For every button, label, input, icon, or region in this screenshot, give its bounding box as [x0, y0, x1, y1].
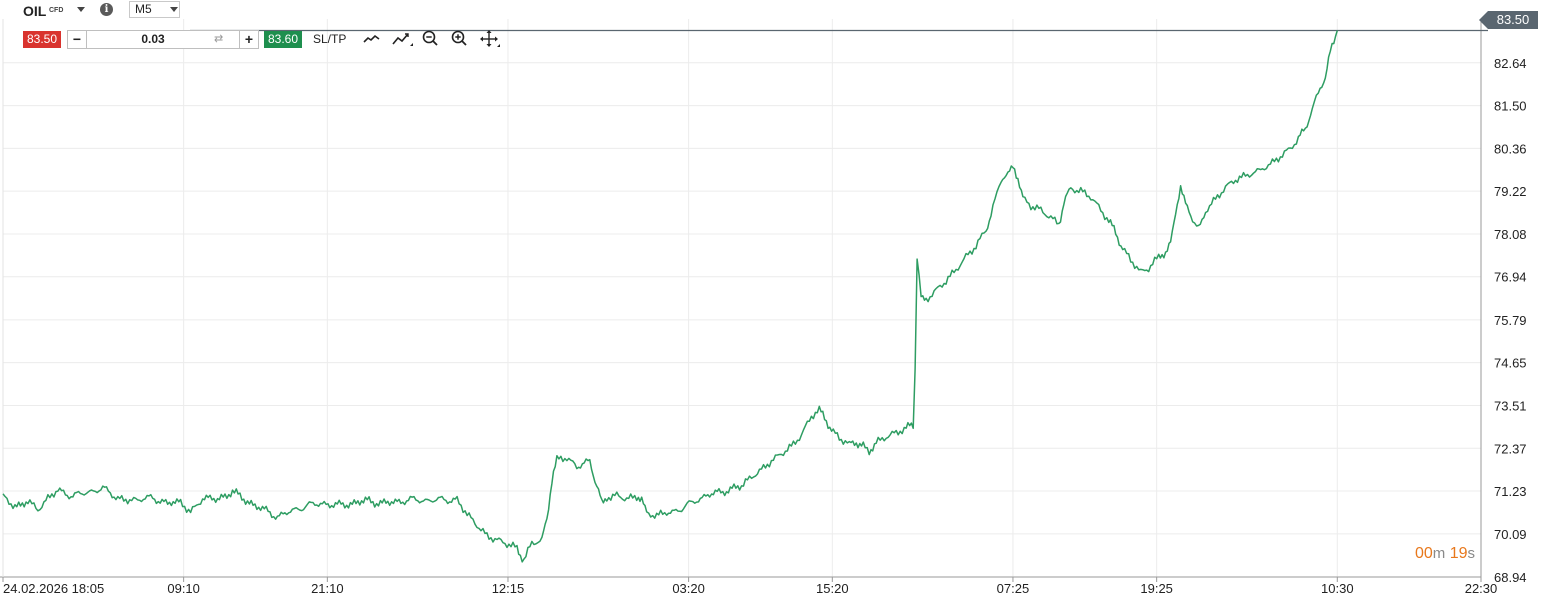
- move-icon[interactable]: [478, 29, 500, 49]
- buy-button[interactable]: 83.60: [264, 31, 302, 48]
- y-tick-label: 72.37: [1494, 441, 1527, 456]
- x-tick-label: 12:15: [492, 581, 525, 596]
- y-tick-label: 73.51: [1494, 398, 1527, 413]
- y-tick-label: 81.50: [1494, 99, 1527, 114]
- quantity-stepper[interactable]: − 0.03 ⇄ +: [67, 30, 259, 49]
- sl-tp-button[interactable]: SL/TP: [313, 32, 347, 46]
- x-tick-label: 24.02.2026 18:05: [3, 581, 104, 596]
- decrease-quantity-button[interactable]: −: [72, 31, 82, 47]
- time-axis[interactable]: 24.02.2026 18:05 09:10 21:10 12:15 03:20 15:2…: [3, 581, 1497, 596]
- y-tick-label: 78.08: [1494, 227, 1527, 242]
- symbol-dropdown-icon[interactable]: [77, 7, 85, 12]
- y-tick-label: 80.36: [1494, 141, 1527, 156]
- countdown-seconds-unit: s: [1467, 545, 1476, 562]
- y-tick-label: 79.22: [1494, 184, 1527, 199]
- chart-grid: [3, 19, 1482, 578]
- symbol-name[interactable]: OIL: [23, 3, 47, 19]
- countdown-minutes: 00: [1415, 545, 1433, 562]
- y-tick-label: 68.94: [1494, 570, 1527, 585]
- series-layer: [2, 30, 1339, 563]
- indicators-icon[interactable]: [391, 29, 413, 49]
- current-price-tag: 83.50: [1479, 11, 1538, 29]
- x-tick-label: 19:25: [1140, 581, 1173, 596]
- sell-button[interactable]: 83.50: [23, 31, 61, 48]
- zoom-in-icon[interactable]: [449, 29, 471, 49]
- y-tick-label: 74.65: [1494, 356, 1527, 371]
- price-series-line: [2, 30, 1339, 563]
- stepper-divider: [86, 31, 87, 48]
- quantity-input[interactable]: 0.03: [141, 32, 165, 46]
- chevron-down-icon: [170, 7, 178, 12]
- y-tick-label: 76.94: [1494, 270, 1527, 285]
- candle-countdown: 00m 19s: [1415, 545, 1475, 563]
- info-icon[interactable]: i: [100, 3, 113, 16]
- y-tick-label: 75.79: [1494, 313, 1527, 328]
- x-tick-label: 09:10: [167, 581, 200, 596]
- zoom-out-icon[interactable]: [420, 29, 442, 49]
- y-tick-label: 70.09: [1494, 527, 1527, 542]
- symbol-bar: OIL CFD i M5: [0, 0, 190, 20]
- x-tick-label: 03:20: [672, 581, 705, 596]
- y-tick-label: 82.64: [1494, 56, 1527, 71]
- x-tick-label: 21:10: [311, 581, 344, 596]
- increase-quantity-button[interactable]: +: [244, 31, 254, 47]
- line-chart-icon[interactable]: [361, 29, 383, 49]
- countdown-seconds: 19: [1449, 545, 1468, 562]
- countdown-minutes-unit: m: [1432, 545, 1446, 562]
- x-tick-label: 10:30: [1321, 581, 1354, 596]
- stepper-divider: [239, 31, 240, 48]
- y-tick-label: 71.23: [1494, 484, 1527, 499]
- x-tick-label: 07:25: [997, 581, 1030, 596]
- timeframe-value: M5: [135, 2, 152, 16]
- instrument-type-label: CFD: [49, 7, 64, 14]
- x-tick-label: 15:20: [816, 581, 849, 596]
- timeframe-select[interactable]: M5: [129, 1, 180, 18]
- price-axis[interactable]: 82.64 81.50 80.36 79.22 78.08 76.94 75.79 74.65…: [1494, 56, 1527, 585]
- chart-axes: [0, 19, 1488, 582]
- x-tick-label: 22:30: [1465, 581, 1498, 596]
- swap-icon[interactable]: ⇄: [214, 33, 224, 45]
